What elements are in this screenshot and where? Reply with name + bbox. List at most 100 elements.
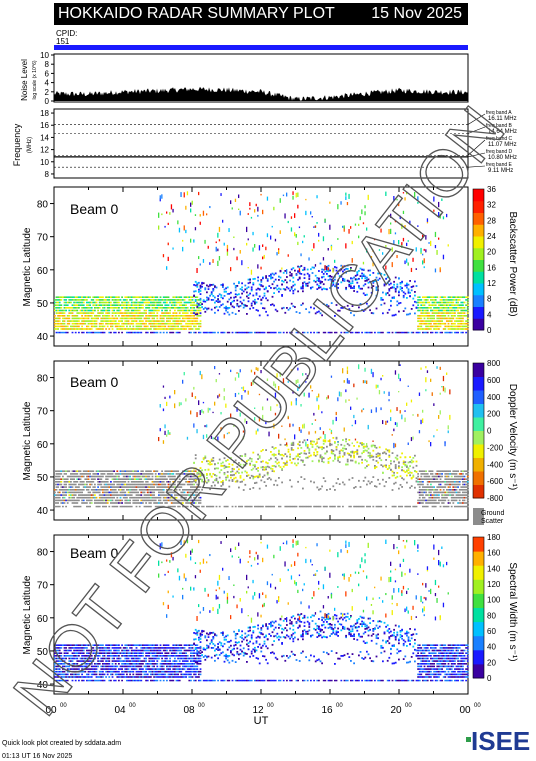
noise-ytick-label: 4 <box>45 79 50 88</box>
title-bar: HOKKAIDO RADAR SUMMARY PLOT 15 Nov 2025 <box>54 3 468 25</box>
x-axis-label: UT <box>254 715 269 727</box>
velocity-colorbar-swatch <box>473 403 484 418</box>
freq-ytick-label: 10 <box>40 158 49 167</box>
isee-logo: ISEE <box>466 726 530 756</box>
width-colorbar-swatch <box>473 551 484 566</box>
power-colorbar-tick-label: 20 <box>487 248 496 257</box>
velocity-ytick-label: 80 <box>37 374 49 385</box>
velocity-colorbar-tick-label: 200 <box>487 410 501 419</box>
power-colorbar-swatch <box>473 283 484 296</box>
freq-ytick-label: 12 <box>40 146 49 155</box>
width-frame <box>53 534 469 695</box>
velocity-ytick-label: 40 <box>37 506 49 517</box>
x-tick-sup: 00 <box>474 703 481 709</box>
power-colorbar-swatch <box>473 200 484 213</box>
velocity-colorbar-swatch <box>473 444 484 458</box>
freq-band-value: 9.11 MHz <box>488 168 513 174</box>
plot-title: HOKKAIDO RADAR SUMMARY PLOT <box>58 5 335 22</box>
width-colorbar-frame <box>472 536 485 679</box>
x-tick-label: 00 <box>459 705 471 716</box>
width-ytick-label: 40 <box>37 680 49 691</box>
x-tick-label: 08 <box>183 705 195 716</box>
freq-band-value: 16.11 MHz <box>488 116 517 122</box>
footer-created-by: Quick look plot created by sddata.adm <box>2 740 121 747</box>
power-colorbar-tick-label: 24 <box>487 232 496 241</box>
freq-ytick-label: 8 <box>45 170 50 179</box>
freq-band-leader <box>467 126 486 134</box>
isee-logo-dot <box>466 737 471 742</box>
width-colorbar-tick-label: 160 <box>487 549 501 558</box>
width-colorbar-tick-label: 60 <box>487 627 496 636</box>
footer-timestamp: 01:13 UT 16 Nov 2025 <box>2 753 72 760</box>
freq-band-name: freq band B <box>486 123 513 129</box>
velocity-colorbar-label: Doppler Velocity (m s⁻¹) <box>507 384 518 490</box>
power-ytick-label: 70 <box>37 233 49 244</box>
ground-scatter-swatch <box>473 508 484 525</box>
width-colorbar-tick-label: 40 <box>487 643 496 652</box>
freq-band-leader <box>467 152 486 158</box>
width-colorbar-swatch <box>473 649 484 665</box>
velocity-colorbar-swatch <box>473 390 484 404</box>
freq-band-name: freq band D <box>486 149 513 155</box>
power-colorbar-tick-label: 16 <box>487 263 496 272</box>
x-axis: 00 00 04 00 08 00 12 00 16 00 20 00 00 00 <box>45 703 481 716</box>
power-colorbar-tick-label: 12 <box>487 279 496 288</box>
ground-scatter-label-2: Scatter <box>481 518 504 525</box>
power-colorbar-swatch <box>473 306 484 319</box>
power-ytick-label: 80 <box>37 200 49 211</box>
velocity-colorbar-tick-label: -400 <box>487 460 504 469</box>
width-colorbar-swatch <box>473 635 484 651</box>
noise-ylabel: Noise Level <box>20 59 29 101</box>
freq-ytick-label: 14 <box>40 133 49 142</box>
velocity-colorbar-tick-label: -200 <box>487 443 504 452</box>
power-colorbar-swatch <box>473 212 484 225</box>
noise-series <box>54 86 468 101</box>
width-colorbar-swatch <box>473 537 484 552</box>
power-ytick-label: 40 <box>37 332 49 343</box>
width-beam-label: Beam 0 <box>70 545 118 561</box>
velocity-ytick-label: 50 <box>37 473 49 484</box>
width-colorbar-swatch <box>473 607 484 623</box>
velocity-colorbar-swatch <box>473 417 484 431</box>
power-colorbar-label: Backscatter Power (dB) <box>507 211 518 316</box>
width-colorbar-swatch <box>473 621 484 637</box>
power-beam-label: Beam 0 <box>70 201 118 217</box>
x-tick-sup: 00 <box>129 703 136 709</box>
x-tick-label: 16 <box>321 705 333 716</box>
freq-ytick-label: 16 <box>40 121 49 130</box>
velocity-ytick-label: 70 <box>37 407 49 418</box>
velocity-colorbar-frame <box>472 362 485 499</box>
frequency-unit: (MHz) <box>27 137 33 153</box>
power-colorbar-tick-label: 0 <box>487 326 492 335</box>
width-ytick-label: 70 <box>37 581 49 592</box>
velocity-beam-label: Beam 0 <box>70 374 118 390</box>
freq-band-leader <box>467 113 486 125</box>
width-colorbar-tick-label: 80 <box>487 611 496 620</box>
x-tick-sup: 00 <box>267 703 274 709</box>
noise-ytick-label: 10 <box>40 51 49 60</box>
x-tick-label: 04 <box>114 705 126 716</box>
power-frame <box>53 186 469 347</box>
velocity-colorbar-swatch <box>473 363 484 377</box>
width-ytick-label: 80 <box>37 548 49 559</box>
velocity-colorbar-swatch <box>473 430 484 445</box>
noise-ytick-label: 8 <box>45 60 50 69</box>
ground-scatter-label-1: Ground <box>481 510 504 517</box>
velocity-colorbar-tick-label: 800 <box>487 359 501 368</box>
power-colorbar-swatch <box>473 271 484 284</box>
cpid-bar <box>54 45 468 50</box>
power-colorbar-tick-label: 36 <box>487 185 496 194</box>
velocity-ytick-label: 60 <box>37 440 49 451</box>
width-colorbar-swatch <box>473 565 484 580</box>
velocity-frame <box>53 360 469 521</box>
freq-band-value: 14.64 MHz <box>488 129 517 135</box>
power-colorbar-swatch <box>473 189 484 202</box>
frequency-frame <box>53 108 469 179</box>
width-colorbar-tick-label: 120 <box>487 580 501 589</box>
freq-band-value: 11.07 MHz <box>488 142 517 148</box>
width-colorbar-tick-label: 20 <box>487 658 496 667</box>
velocity-colorbar-swatch <box>473 457 484 472</box>
x-tick-label: 20 <box>390 705 402 716</box>
